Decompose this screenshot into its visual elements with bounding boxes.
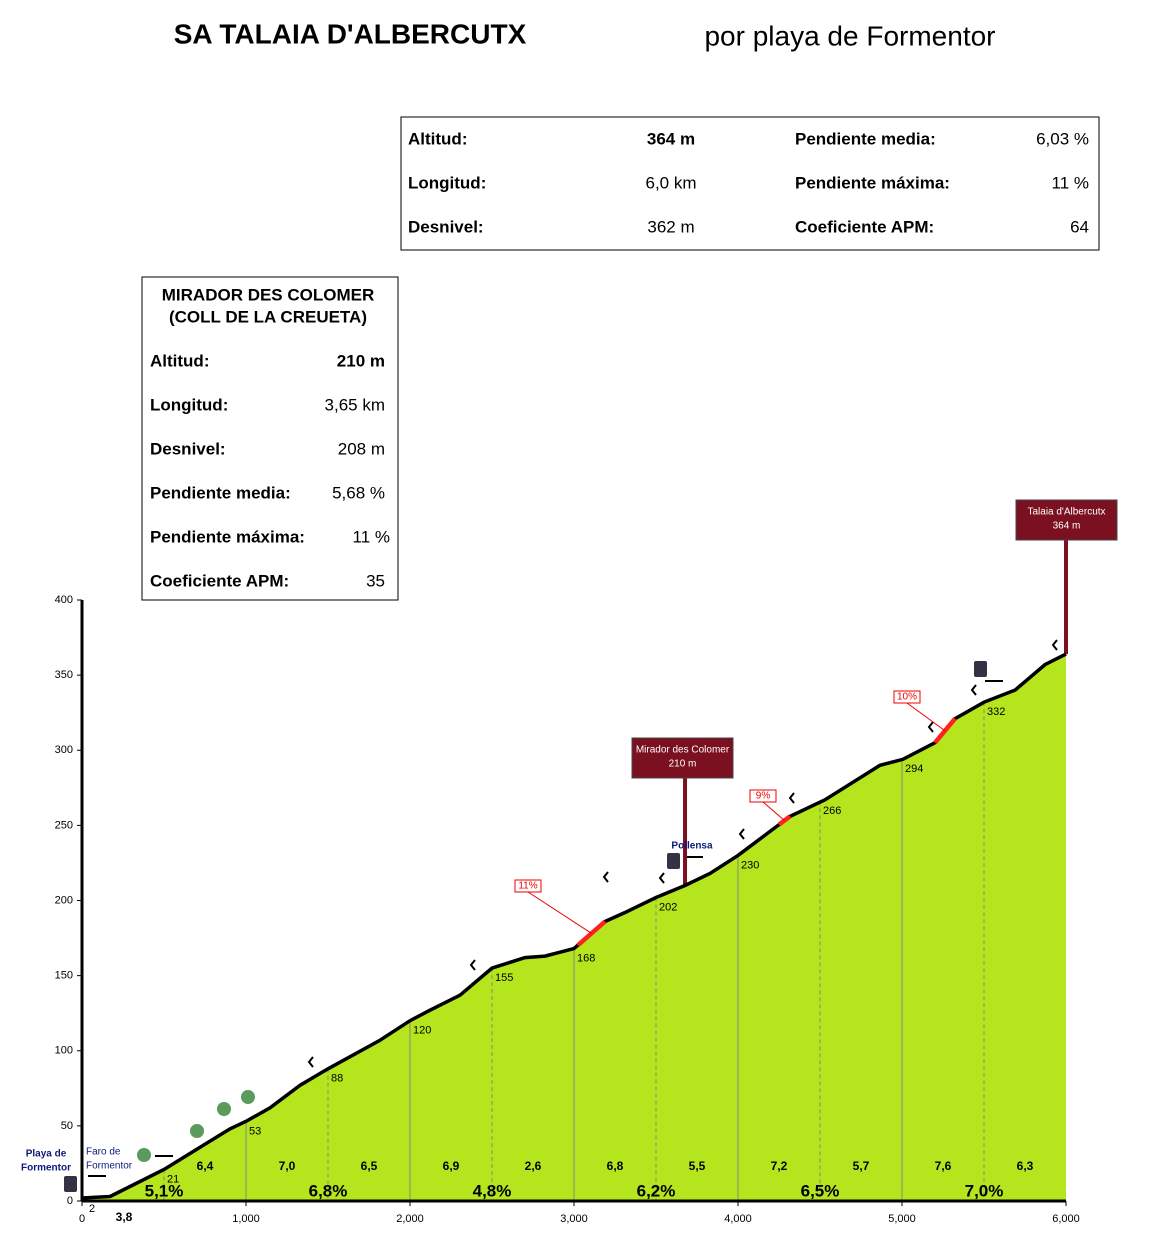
leader (527, 891, 592, 934)
segment-gradient: 7,2 (771, 1159, 788, 1173)
info-cell: Longitud: (408, 173, 486, 192)
place-name: Faro de (86, 1147, 121, 1158)
km-gradient: 5,1% (145, 1181, 184, 1200)
summit-name: Mirador des Colomer (636, 745, 730, 756)
info-cell: 364 m (647, 129, 695, 148)
info-box (400, 116, 1100, 251)
altitude-label: 2 (89, 1203, 95, 1215)
x-tick-label: 3,000 (560, 1213, 588, 1225)
steep-label-box (514, 879, 542, 893)
steep-label-box (749, 789, 777, 803)
summit-alt: 364 m (1053, 521, 1081, 532)
km-gradient: 6,8% (309, 1181, 348, 1200)
info-cell: 64 (1070, 217, 1089, 236)
altitude-label: 332 (987, 706, 1005, 718)
summit-box (631, 737, 734, 779)
mirador-label: Pendiente media: (150, 483, 291, 502)
info-cell: 11 % (1052, 173, 1090, 192)
segment-gradient: 2,6 (525, 1159, 542, 1173)
segment-gradient: 5,7 (853, 1159, 870, 1173)
altitude-label: 21 (167, 1173, 179, 1185)
y-tick-label: 300 (55, 744, 73, 756)
segment-gradient: 5,5 (689, 1159, 706, 1173)
y-tick-label: 250 (55, 819, 73, 831)
mirador-title: MIRADOR DES COLOMER (162, 285, 375, 304)
place-name: Playa de (26, 1149, 67, 1160)
x-tick-label: 1,000 (232, 1213, 260, 1225)
steep-label: 11% (518, 881, 537, 892)
km-gradient: 6,2% (637, 1181, 676, 1200)
x-tick-label: 0 (79, 1213, 85, 1225)
km-gradient: 6,5% (801, 1181, 840, 1200)
altitude-label: 230 (741, 859, 759, 871)
info-cell: 6,03 % (1036, 129, 1089, 148)
mirador-value: 5,68 % (332, 483, 385, 502)
title: SA TALAIA D'ALBERCUTX (174, 18, 527, 49)
altitude-label: 202 (659, 901, 677, 913)
info-cell: 6,0 km (645, 173, 696, 192)
x-tick-label: 2,000 (396, 1213, 424, 1225)
x-tick-label: 6,000 (1052, 1213, 1080, 1225)
altitude-label: 266 (823, 805, 841, 817)
steep-label-box (893, 690, 921, 704)
info-cell: Coeficiente APM: (795, 217, 934, 236)
segment-gradient: 6,4 (197, 1159, 214, 1173)
y-tick-label: 200 (55, 894, 73, 906)
y-tick-label: 400 (55, 594, 73, 606)
km-gradient: 4,8% (473, 1181, 512, 1200)
y-tick-label: 350 (55, 669, 73, 681)
segment-gradient: 7,6 (935, 1159, 952, 1173)
altitude-label: 294 (905, 763, 923, 775)
place-name: Formentor (86, 1161, 133, 1172)
info-cell: Altitud: (408, 129, 467, 148)
mirador-label: Pendiente máxima: (150, 527, 305, 546)
leader (906, 702, 946, 732)
segment-gradient: 6,3 (1017, 1159, 1034, 1173)
mirador-label: Coeficiente APM: (150, 571, 289, 590)
info-cell: 362 m (647, 217, 694, 236)
y-tick-label: 150 (55, 970, 73, 982)
summit-alt: 210 m (669, 759, 697, 770)
info-cell: Pendiente máxima: (795, 173, 950, 192)
mirador-value: 208 m (338, 439, 385, 458)
leader (762, 801, 785, 821)
altitude-label: 53 (249, 1125, 261, 1137)
y-tick-label: 100 (55, 1045, 73, 1057)
mirador-value: 210 m (337, 351, 385, 370)
altitude-label: 168 (577, 952, 595, 964)
summit-box (1015, 499, 1118, 541)
place-name: Pollensa (671, 841, 713, 852)
place-name: Formentor (21, 1163, 71, 1174)
y-tick-label: 0 (67, 1195, 73, 1207)
parking-signs (64, 661, 987, 1192)
summit-name: Talaia d'Albercutx (1027, 507, 1105, 518)
mirador-label: Longitud: (150, 395, 228, 414)
x-tick-label: 5,000 (888, 1213, 916, 1225)
km-gradient: 7,0% (965, 1181, 1004, 1200)
info-cell: Pendiente media: (795, 129, 936, 148)
mirador-label: Desnivel: (150, 439, 226, 458)
segment-gradient: 6,9 (443, 1159, 460, 1173)
x-tick-label: 4,000 (724, 1213, 752, 1225)
subtitle: por playa de Formentor (704, 20, 995, 51)
mirador-box (141, 276, 399, 601)
altitude-label: 155 (495, 972, 513, 984)
mirador-value: 11 % (353, 527, 391, 546)
mirador-label: Altitud: (150, 351, 209, 370)
segment-gradient: 6,8 (607, 1159, 624, 1173)
y-tick-label: 50 (61, 1120, 73, 1132)
trees (137, 1090, 255, 1162)
mirador-value: 3,65 km (325, 395, 385, 414)
steep-label: 10% (897, 692, 917, 703)
altitude-label: 88 (331, 1073, 343, 1085)
info-cell: Desnivel: (408, 217, 484, 236)
segment-gradient: 6,5 (361, 1159, 378, 1173)
segment-gradient: 7,0 (279, 1159, 296, 1173)
segment-gradient: 3,8 (116, 1210, 133, 1224)
altitude-label: 120 (413, 1025, 431, 1037)
mirador-value: 35 (366, 571, 385, 590)
mirador-title: (COLL DE LA CREUETA) (169, 307, 367, 326)
steep-label: 9% (756, 791, 771, 802)
